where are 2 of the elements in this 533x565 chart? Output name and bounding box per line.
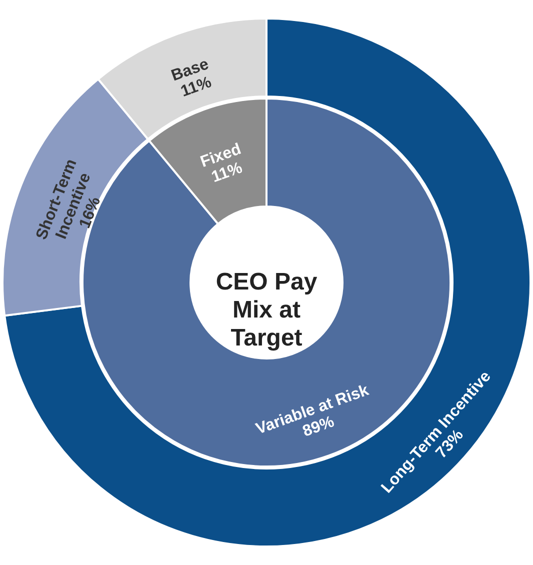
text: CEO Pay Mix at Target [216,268,318,352]
donut-slice [4,18,532,548]
